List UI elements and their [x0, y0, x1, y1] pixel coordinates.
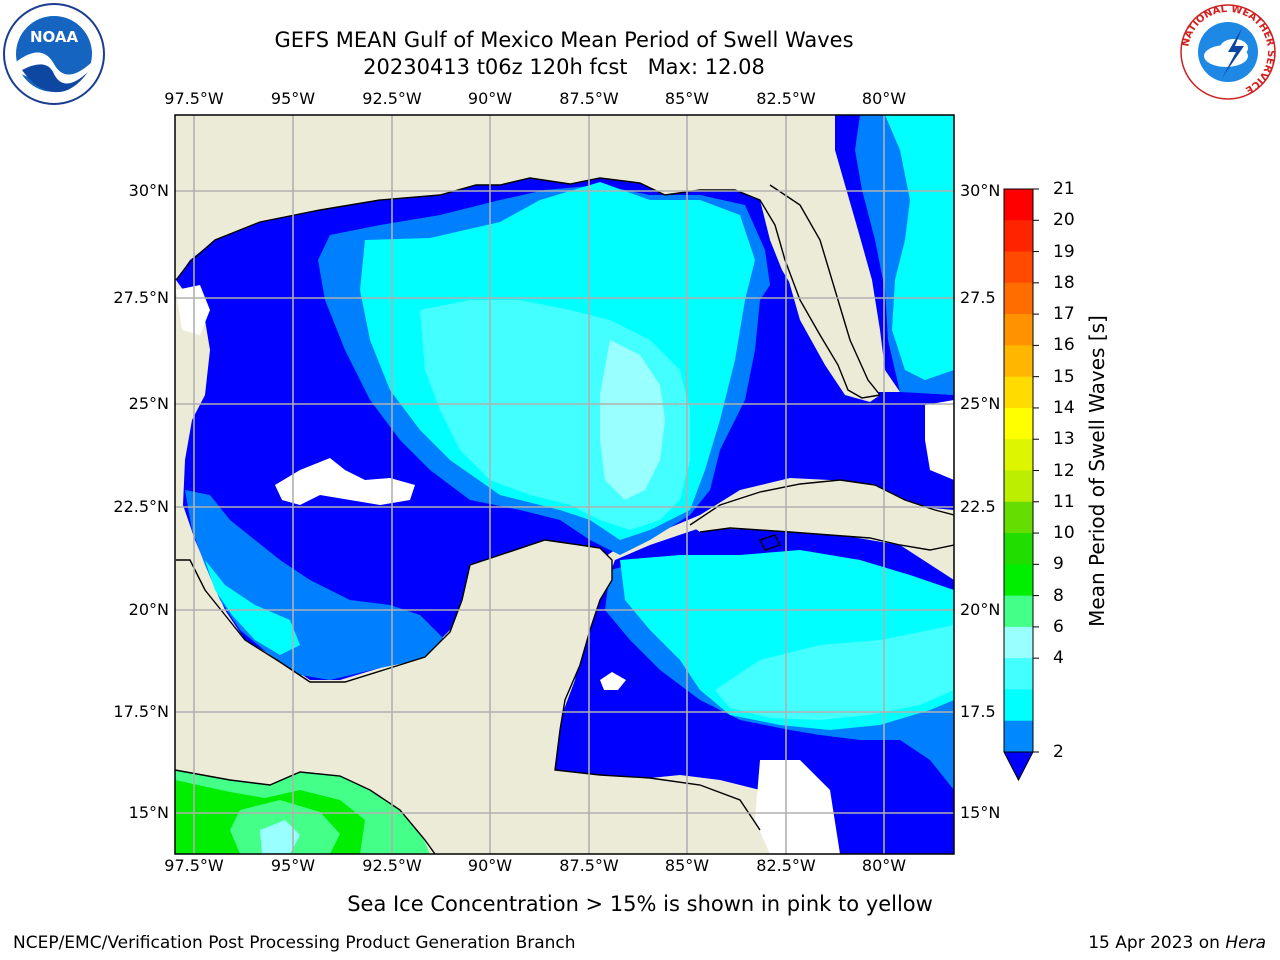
colorbar-tick-label: 4: [1053, 648, 1064, 669]
colorbar-bin: [1004, 345, 1033, 378]
lon-label-bottom: 90°W: [467, 856, 513, 875]
colorbar-bin: [1004, 189, 1033, 221]
footer-host: Hera: [1225, 933, 1266, 953]
lat-label-right: 20°N: [960, 600, 1001, 619]
colorbar-tick-label: 17: [1053, 304, 1075, 325]
colorbar-bin: [1004, 220, 1033, 253]
lon-label-top: 97.5°W: [164, 89, 224, 108]
colorbar-label: Mean Period of Swell Waves [s]: [1085, 315, 1109, 627]
noaa-logo-text: NOAA: [30, 28, 79, 46]
lon-label-top: 92.5°W: [362, 89, 422, 108]
colorbar-tick-label: 15: [1053, 366, 1075, 387]
sea-ice-note: Sea Ice Concentration > 15% is shown in …: [347, 892, 933, 916]
colorbar: [1003, 188, 1039, 782]
colorbar-tick-label: 16: [1053, 335, 1075, 356]
lon-label-bottom: 82.5°W: [756, 856, 816, 875]
lat-label-left: 22.5°N: [113, 497, 169, 516]
swell-band-4-6-atlantic: [885, 115, 954, 380]
colorbar-tick-label: 2: [1053, 742, 1064, 762]
pacific-band-8-9: [260, 820, 300, 854]
lon-label-bottom: 97.5°W: [164, 856, 224, 875]
lat-label-left: 17.5°N: [113, 702, 169, 721]
lon-label-top: 87.5°W: [559, 89, 619, 108]
lat-label-right: 22.5: [960, 497, 996, 516]
lat-label-left: 20°N: [128, 600, 169, 619]
colorbar-tick-label: 18: [1053, 272, 1075, 293]
land-florida: [770, 185, 880, 402]
lon-label-bottom: 80°W: [861, 856, 907, 875]
colorbar-bin: [1004, 376, 1033, 409]
lon-label-bottom: 87.5°W: [559, 856, 619, 875]
lon-label-bottom: 85°W: [664, 856, 710, 875]
footer-date-text: 15 Apr 2023 on: [1088, 933, 1220, 953]
colorbar-bin: [1004, 626, 1033, 659]
swell-band-4-6-west: [205, 560, 300, 655]
colorbar-bin: [1004, 720, 1033, 753]
colorbar-bin: [1004, 282, 1033, 315]
colorbar-bin: [1004, 689, 1033, 722]
colorbar-bin: [1004, 501, 1033, 534]
colorbar-bin: [1004, 251, 1033, 284]
colorbar-tick-label: 14: [1053, 397, 1075, 418]
map-frame: [174, 114, 955, 855]
graticule: [175, 115, 954, 854]
colorbar-bin: [1004, 658, 1033, 690]
lat-label-right: 15°N: [960, 803, 1001, 822]
colorbar-bin: [1004, 470, 1033, 503]
colorbar-extend-arrow: [1003, 751, 1034, 782]
lat-label-left: 15°N: [128, 803, 169, 822]
lon-label-top: 80°W: [861, 89, 907, 108]
colorbar-bin: [1004, 564, 1033, 597]
nodata-patch-4: [755, 760, 840, 854]
footer-date: 15 Apr 2023 on Hera: [1088, 933, 1266, 953]
swell-band-8-9: [600, 340, 665, 500]
lat-label-right: 25°N: [960, 394, 1001, 413]
colorbar-bin: [1004, 533, 1033, 565]
colorbar-tick-label: 9: [1053, 554, 1064, 575]
lon-label-bottom: 95°W: [270, 856, 316, 875]
colorbar-tick-label: 11: [1053, 491, 1075, 512]
nodata-patch-3: [925, 400, 954, 480]
colorbar-bin: [1004, 439, 1033, 471]
colorbar-tick-label: 6: [1053, 616, 1064, 637]
coastlines: [175, 177, 954, 854]
colorbar-tick-label: 19: [1053, 241, 1075, 262]
nws-logo: NATIONAL WEATHER SERVICE: [1180, 4, 1276, 100]
colorbar-bin: [1004, 407, 1033, 440]
noaa-logo: NOAA: [3, 3, 105, 105]
colorbar-bin: [1004, 314, 1033, 346]
colorbar-bins: [1004, 189, 1033, 753]
swell-band-6-8-caribbean: [715, 625, 954, 720]
colorbar-tick-marks: [1033, 188, 1039, 753]
nodata-patch-1: [275, 458, 415, 505]
lon-label-top: 95°W: [270, 89, 316, 108]
footer-branch: NCEP/EMC/Verification Post Processing Pr…: [13, 933, 576, 953]
colorbar-bin: [1004, 595, 1033, 628]
colorbar-tick-label: 10: [1053, 523, 1075, 544]
nodata-patch-2: [600, 672, 626, 690]
lat-label-right: 30°N: [960, 181, 1001, 200]
lat-label-left: 25°N: [128, 394, 169, 413]
lat-label-right: 17.5: [960, 702, 996, 721]
lat-label-left: 30°N: [128, 181, 169, 200]
colorbar-tick-label: 20: [1053, 210, 1075, 231]
land-cuba: [690, 480, 954, 550]
lon-label-top: 82.5°W: [756, 89, 816, 108]
lon-label-top: 90°W: [467, 89, 513, 108]
lon-label-bottom: 92.5°W: [362, 856, 422, 875]
map-title-line1: GEFS MEAN Gulf of Mexico Mean Period of …: [274, 28, 854, 52]
colorbar-tick-label: 21: [1053, 179, 1075, 199]
colorbar-tick-label: 13: [1053, 429, 1075, 450]
land-yucatan: [175, 540, 760, 854]
lat-label-right: 27.5: [960, 288, 996, 307]
colorbar-tick-label: 8: [1053, 585, 1064, 606]
lon-label-top: 85°W: [664, 89, 710, 108]
lat-label-left: 27.5°N: [113, 288, 169, 307]
map-title-line2: 20230413 t06z 120h fcst Max: 12.08: [363, 55, 765, 79]
colorbar-tick-label: 12: [1053, 460, 1075, 481]
